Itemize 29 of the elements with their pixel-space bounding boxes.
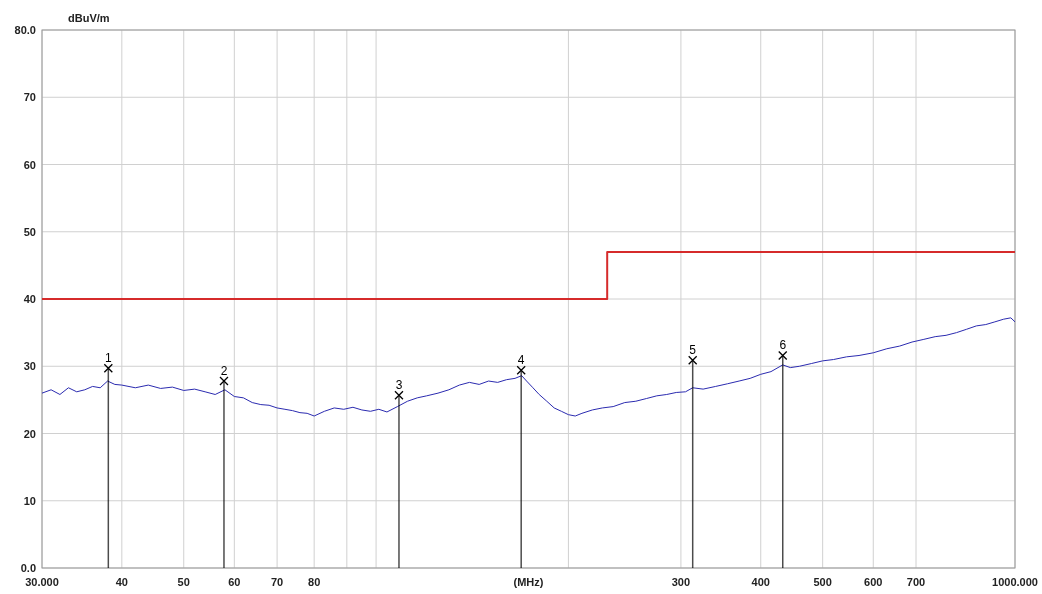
y-tick-label: 60 bbox=[23, 158, 36, 171]
annotation: 2 bbox=[220, 364, 228, 379]
y-tick-label: 20 bbox=[23, 427, 36, 440]
annotation: 6 bbox=[779, 338, 787, 353]
y-tick-label: 40 bbox=[23, 293, 36, 305]
x-tick-label: 60 bbox=[228, 576, 241, 588]
x-tick-label: 700 bbox=[906, 576, 926, 588]
x-tick-label: 1000.000 bbox=[992, 576, 1038, 588]
x-tick-label: 30.000 bbox=[25, 576, 59, 588]
x-tick-label: 500 bbox=[813, 576, 832, 588]
y-tick-label: 50 bbox=[23, 225, 36, 238]
y-tick-label: 0.0 bbox=[20, 562, 36, 574]
annotation: 1 bbox=[104, 351, 112, 366]
x-tick-label: 400 bbox=[751, 576, 770, 588]
annotation: 3 bbox=[395, 378, 403, 393]
annotation: 4 bbox=[517, 353, 525, 368]
x-tick-label: 600 bbox=[864, 576, 883, 588]
annotation: 5 bbox=[689, 343, 697, 358]
y-tick-label: 10 bbox=[23, 494, 36, 507]
y-tick-label: 30 bbox=[23, 360, 36, 373]
y-axis-title: dBuV/m bbox=[68, 12, 110, 24]
y-tick-label: 80.0 bbox=[14, 24, 36, 36]
x-tick-label: 80 bbox=[308, 576, 321, 588]
x-axis-title: (MHz) bbox=[513, 576, 544, 588]
x-tick-label: 50 bbox=[177, 576, 190, 588]
y-tick-label: 70 bbox=[23, 91, 36, 104]
x-tick-label: 70 bbox=[270, 576, 284, 588]
x-tick-label: 300 bbox=[671, 576, 691, 588]
x-tick-label: 40 bbox=[115, 576, 128, 588]
